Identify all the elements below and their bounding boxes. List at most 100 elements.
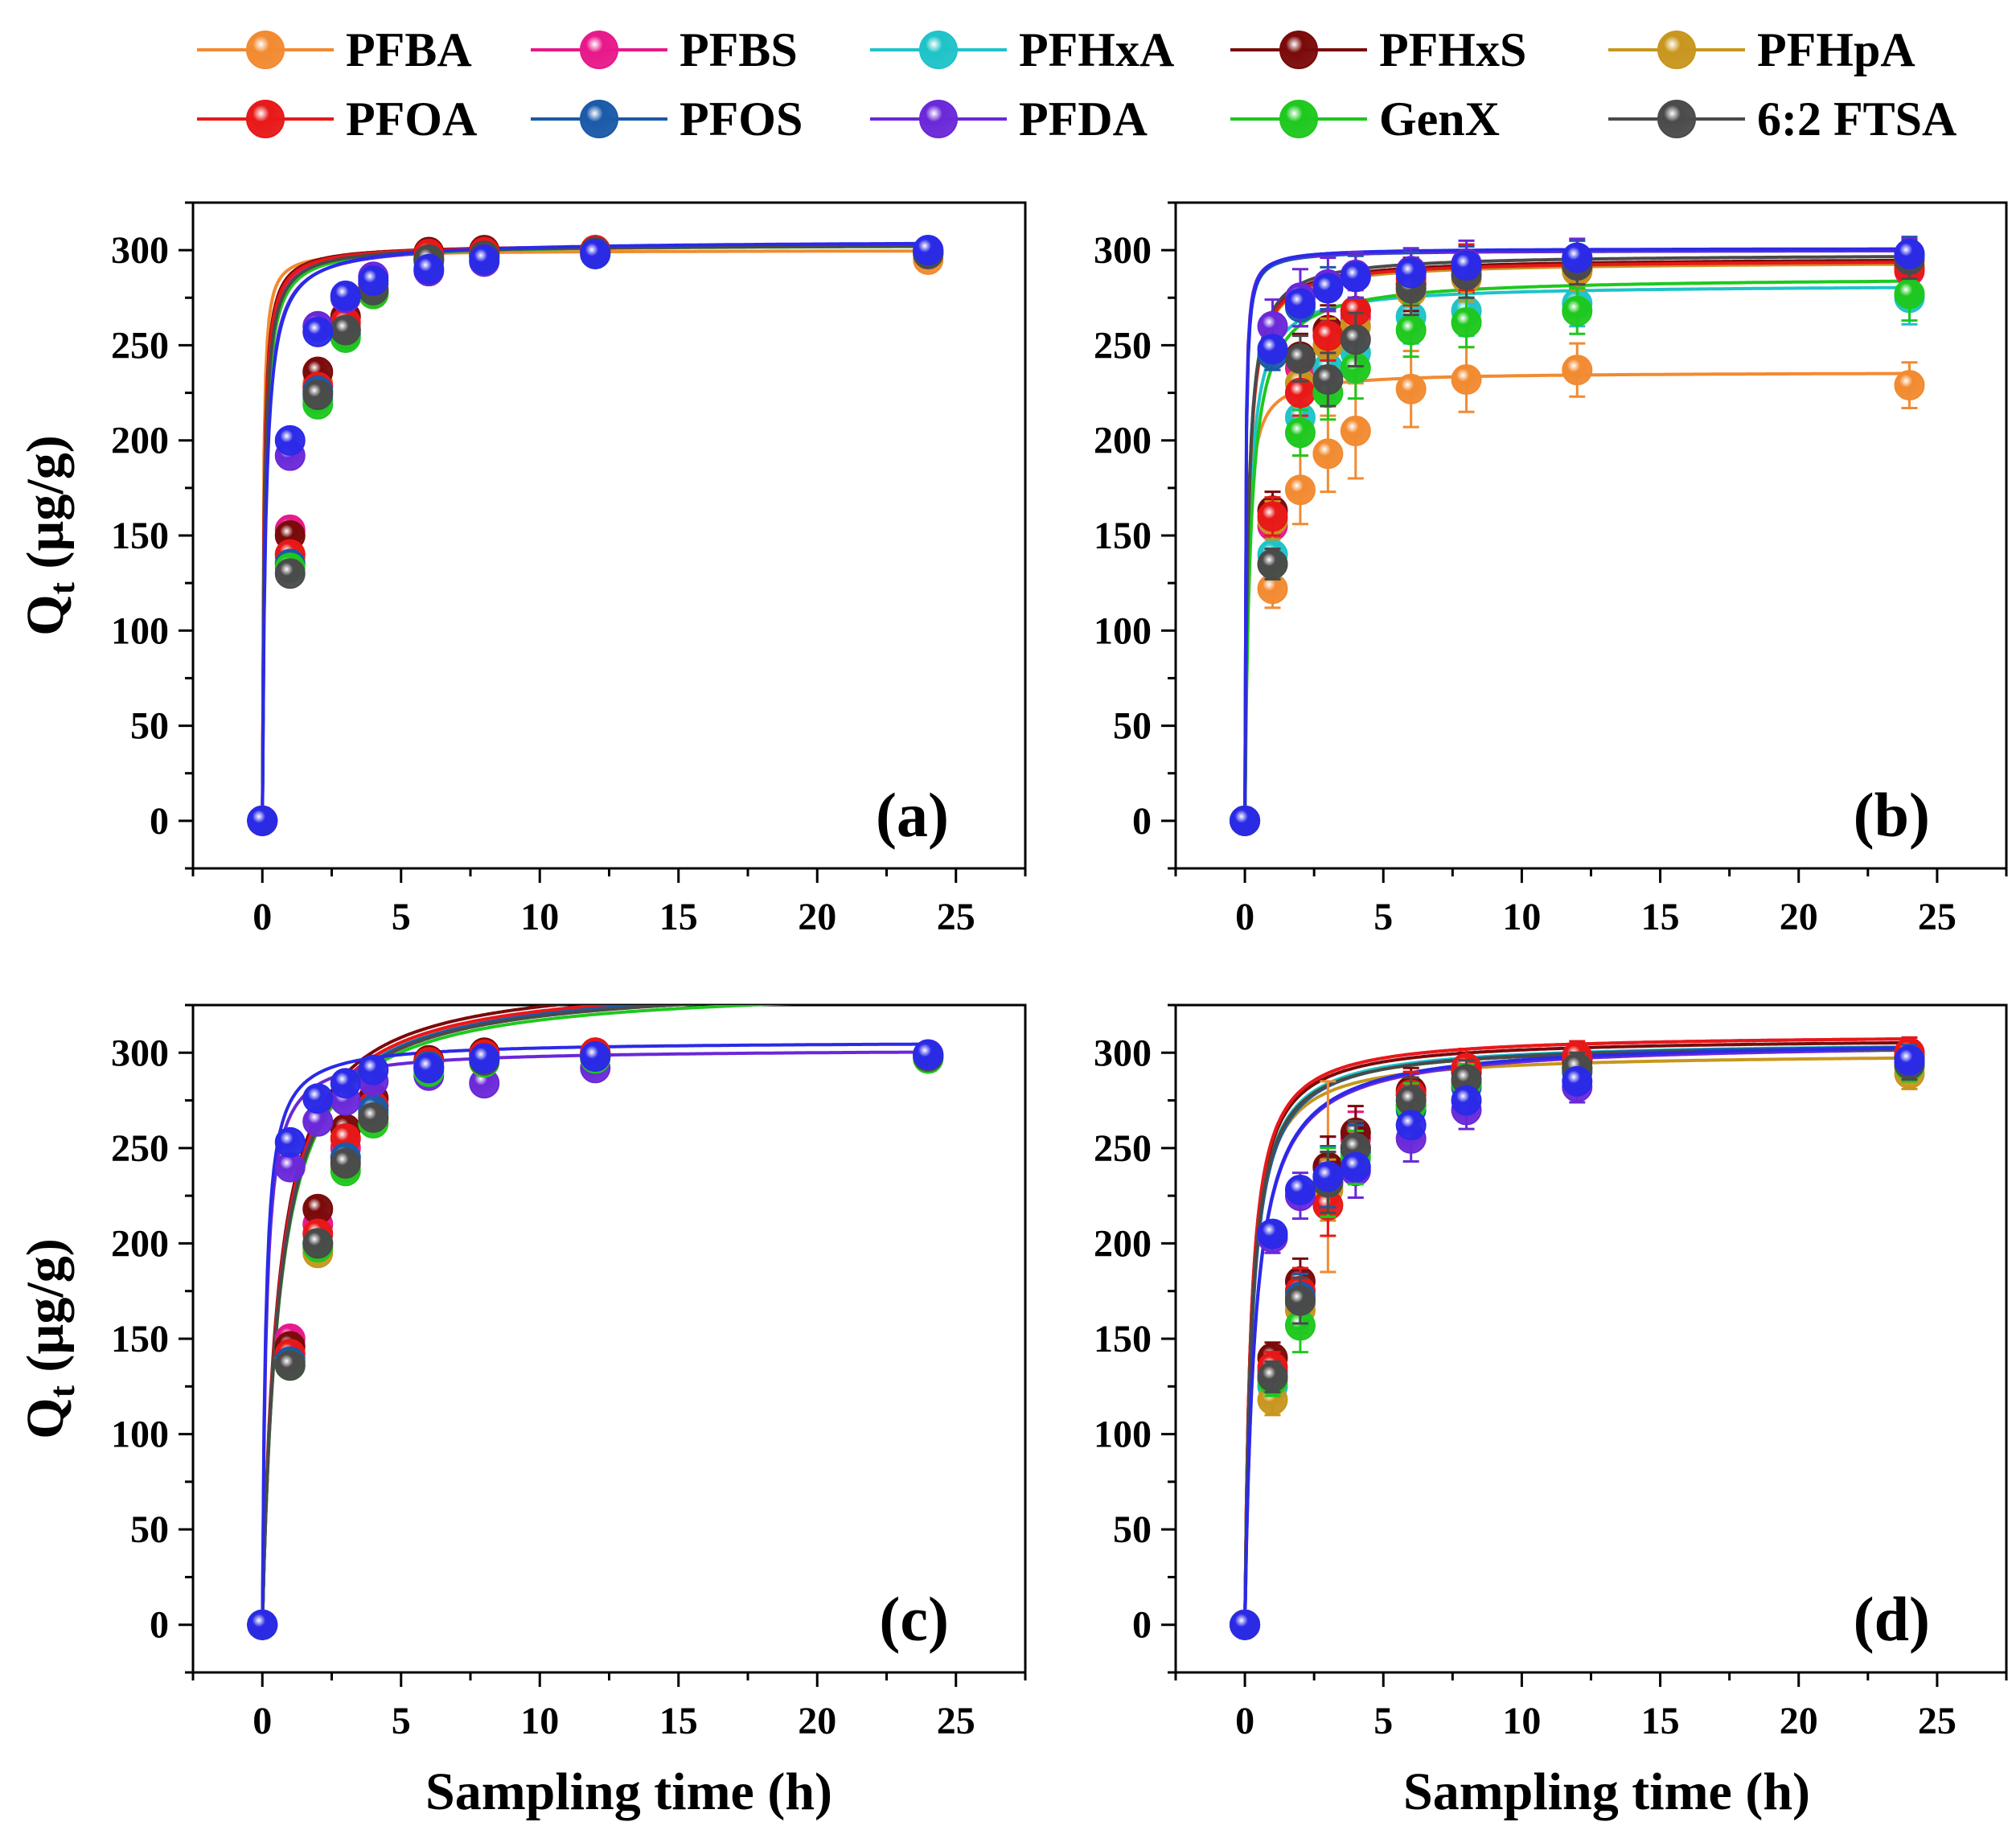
data-point (1257, 1218, 1288, 1249)
data-point (358, 265, 389, 296)
data-point (1312, 438, 1344, 470)
y-axis-title: Qt (µg/g) (16, 435, 82, 636)
data-point (1230, 805, 1261, 836)
x-tick-label: 25 (937, 896, 975, 938)
data-point (1562, 355, 1593, 386)
y-tick-label: 100 (111, 1414, 169, 1456)
y-axis-title-unit: (µg/g) (16, 435, 75, 582)
fit-curves (261, 241, 929, 821)
legend-label: PFBS (680, 23, 798, 76)
legend-marker (580, 100, 618, 138)
series-pfhpa (1230, 1055, 1925, 1640)
series-pfda-blue (1230, 1044, 1925, 1640)
data-point (330, 1068, 361, 1099)
series-pfoa (247, 1037, 944, 1640)
x-tick-label: 5 (1373, 1700, 1393, 1742)
legend-label: PFHxS (1379, 23, 1526, 76)
y-tick-label: 100 (1094, 609, 1152, 652)
x-axis-title-left: Sampling time (h) (425, 1762, 832, 1821)
data-point (247, 805, 278, 836)
x-tick-label: 0 (1235, 896, 1254, 938)
legend-entry-pfhxs: PFHxS (1230, 23, 1526, 76)
data-point (1451, 307, 1482, 339)
legend-marker (1279, 100, 1318, 138)
data-point (1312, 320, 1344, 351)
data-point (1284, 288, 1316, 319)
panel-label: (a) (876, 780, 949, 850)
series-pfos-blue (247, 1039, 944, 1640)
legend-marker (246, 100, 285, 138)
fit-curve-pfda-blue (261, 241, 929, 821)
legend-label: PFHxA (1019, 23, 1174, 76)
legend-label: PFOS (680, 92, 803, 146)
data-point (469, 1043, 500, 1074)
x-tick-label: 20 (798, 1700, 836, 1742)
legend-marker (580, 31, 618, 69)
data-point (1562, 295, 1593, 326)
legend-label: PFHpA (1757, 23, 1915, 76)
fit-curve-6-2-ftsa (261, 244, 929, 821)
y-tick-label: 50 (1113, 1508, 1152, 1551)
y-axis-title-sub: t (41, 1385, 82, 1397)
fit-curve-pfda (261, 244, 929, 821)
data-point (1340, 324, 1371, 355)
data-point (274, 425, 306, 456)
data-point (1284, 474, 1316, 506)
y-tick-label: 0 (1132, 1604, 1152, 1647)
data-point (1257, 1361, 1288, 1393)
y-tick-label: 0 (1132, 800, 1152, 843)
data-point (1395, 1110, 1427, 1141)
data-point (1562, 1065, 1593, 1097)
data-point (1451, 250, 1482, 281)
x-tick-label: 20 (1780, 1700, 1818, 1742)
data-point (247, 1609, 278, 1640)
panel-label: (d) (1854, 1584, 1930, 1654)
x-tick-label: 10 (520, 896, 559, 938)
y-tick-label: 250 (1094, 1127, 1152, 1170)
y-tick-label: 100 (1094, 1414, 1152, 1456)
legend-marker (1279, 31, 1318, 69)
y-tick-label: 200 (1094, 420, 1152, 462)
legend-entry-pfos: PFOS (531, 92, 803, 146)
y-tick-label: 250 (111, 324, 169, 367)
data-point (1284, 417, 1316, 449)
data-point (274, 1350, 306, 1381)
data-point (1894, 1044, 1925, 1076)
fit-curve-pfhxs (261, 244, 929, 821)
data-point (1451, 364, 1482, 396)
fit-curve-genx (261, 244, 929, 821)
x-tick-label: 10 (1502, 1700, 1541, 1742)
panel-label: (b) (1854, 780, 1930, 850)
x-tick-label: 0 (253, 896, 272, 938)
data-point (1395, 373, 1427, 404)
data-point (1395, 314, 1427, 346)
legend-label: PFBA (346, 23, 472, 76)
plot-frame (191, 201, 1027, 870)
y-tick-label: 150 (1094, 515, 1152, 557)
data-point (302, 1228, 334, 1259)
legend-entry-pfhpa: PFHpA (1608, 23, 1915, 76)
x-tick-label: 15 (659, 896, 698, 938)
y-tick-label: 50 (130, 1508, 169, 1551)
data-point (1894, 238, 1925, 269)
data-point (1284, 1175, 1316, 1206)
legend-marker (1657, 100, 1696, 138)
y-tick-label: 100 (111, 609, 169, 652)
data-point (580, 1041, 611, 1073)
y-tick-label: 250 (111, 1127, 169, 1170)
legend-entry-genx: GenX (1230, 92, 1500, 146)
y-tick-label: 150 (1094, 1318, 1152, 1360)
fit-curve-pfhxs (261, 1005, 572, 1625)
fit-curve-pfhxa (261, 244, 929, 821)
data-point (274, 558, 306, 589)
fit-curve-pfoa (261, 244, 929, 821)
fit-curve-pfda (261, 1050, 929, 1625)
data-point (913, 1039, 944, 1070)
legend-entry-6-2-ftsa: 6:2 FTSA (1608, 92, 1956, 146)
y-axis-title: Qt (µg/g) (16, 1238, 82, 1439)
y-tick-label: 300 (1094, 1032, 1152, 1074)
legend-entry-pfba: PFBA (197, 23, 472, 76)
y-axis-title-unit: (µg/g) (16, 1238, 75, 1385)
